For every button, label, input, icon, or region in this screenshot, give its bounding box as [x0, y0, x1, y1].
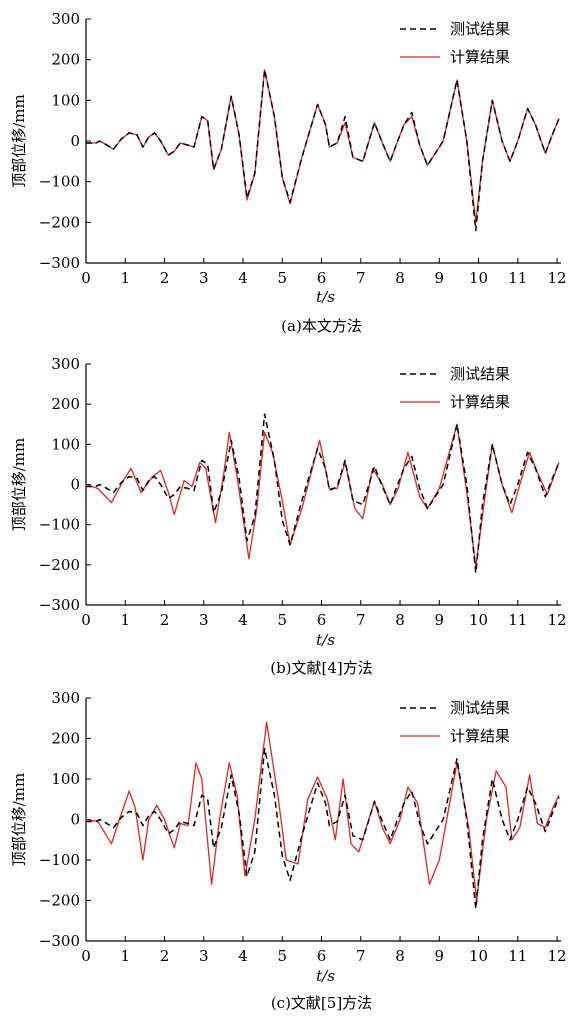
y-tick-label: −300 [39, 596, 80, 614]
panel-caption: (c)文献[5]方法 [271, 994, 372, 1012]
x-tick-label: 8 [395, 947, 405, 965]
x-tick-label: 3 [199, 947, 209, 965]
y-tick-label: 100 [51, 91, 80, 109]
x-tick-label: 3 [199, 611, 209, 629]
y-tick-label: 200 [51, 395, 80, 413]
x-tick-label: 7 [356, 269, 366, 287]
y-tick-label: −200 [39, 892, 80, 910]
x-tick-label: 12 [548, 611, 567, 629]
y-tick-label: 100 [51, 435, 80, 453]
y-tick-label: −200 [39, 556, 80, 574]
legend-label: 计算结果 [450, 393, 510, 411]
x-tick-label: 9 [435, 947, 445, 965]
y-axis-label: 顶部位移/mm [10, 438, 28, 532]
y-tick-label: 100 [51, 770, 80, 788]
series-line-test [86, 69, 560, 232]
y-axis-label: 顶部位移/mm [10, 94, 28, 188]
x-tick-label: 6 [317, 947, 327, 965]
x-tick-label: 8 [395, 611, 405, 629]
y-tick-label: 300 [51, 10, 80, 28]
series-line-calc [85, 721, 560, 902]
y-tick-label: 300 [51, 355, 80, 373]
x-tick-label: 5 [278, 611, 288, 629]
x-tick-label: 4 [238, 611, 248, 629]
y-tick-label: −300 [39, 932, 80, 950]
x-tick-label: 0 [81, 269, 91, 287]
x-tick-label: 2 [160, 611, 170, 629]
legend-label: 计算结果 [450, 727, 510, 745]
y-tick-label: 300 [51, 689, 80, 707]
x-tick-label: 0 [81, 611, 91, 629]
x-tick-label: 11 [508, 611, 527, 629]
y-tick-label: −100 [39, 516, 80, 534]
legend-label: 测试结果 [450, 699, 510, 717]
y-tick-label: 0 [70, 476, 80, 494]
panel-caption: (a)本文方法 [281, 317, 362, 335]
x-tick-label: 10 [469, 611, 488, 629]
y-tick-label: 0 [70, 811, 80, 829]
legend-label: 计算结果 [450, 48, 510, 66]
x-tick-label: 11 [508, 269, 527, 287]
x-tick-label: 6 [317, 611, 327, 629]
x-tick-label: 5 [278, 269, 288, 287]
legend-label: 测试结果 [450, 365, 510, 383]
y-tick-label: 200 [51, 730, 80, 748]
x-axis-label: t/s [316, 288, 335, 306]
x-tick-label: 2 [160, 269, 170, 287]
series-line-calc [85, 423, 560, 568]
x-tick-label: 12 [548, 947, 567, 965]
series-line-calc [86, 69, 560, 223]
x-tick-label: 1 [120, 947, 130, 965]
series-line-test [86, 413, 560, 574]
x-tick-label: 3 [199, 269, 209, 287]
x-axis-label: t/s [316, 631, 335, 649]
x-tick-label: 1 [120, 611, 130, 629]
x-tick-label: 5 [278, 947, 288, 965]
x-tick-label: 11 [508, 947, 527, 965]
y-tick-label: −300 [39, 254, 80, 272]
y-tick-label: −100 [39, 173, 80, 191]
x-tick-label: 7 [356, 611, 366, 629]
y-tick-label: −100 [39, 851, 80, 869]
series-line-test [86, 747, 560, 910]
x-axis-label: t/s [316, 967, 335, 985]
x-tick-label: 1 [120, 269, 130, 287]
x-tick-label: 4 [238, 947, 248, 965]
y-tick-label: −200 [39, 213, 80, 231]
x-tick-label: 10 [469, 947, 488, 965]
x-tick-label: 9 [435, 269, 445, 287]
y-tick-label: 200 [51, 51, 80, 69]
x-tick-label: 9 [435, 611, 445, 629]
x-tick-label: 7 [356, 947, 366, 965]
x-tick-label: 2 [160, 947, 170, 965]
y-tick-label: 0 [70, 132, 80, 150]
x-tick-label: 8 [395, 269, 405, 287]
y-axis-label: 顶部位移/mm [10, 773, 28, 867]
panel-caption: (b)文献[4]方法 [270, 659, 373, 677]
x-tick-label: 10 [469, 269, 488, 287]
x-tick-label: 12 [548, 269, 567, 287]
x-tick-label: 6 [317, 269, 327, 287]
legend-label: 测试结果 [450, 20, 510, 38]
x-tick-label: 0 [81, 947, 91, 965]
x-tick-label: 4 [238, 269, 248, 287]
